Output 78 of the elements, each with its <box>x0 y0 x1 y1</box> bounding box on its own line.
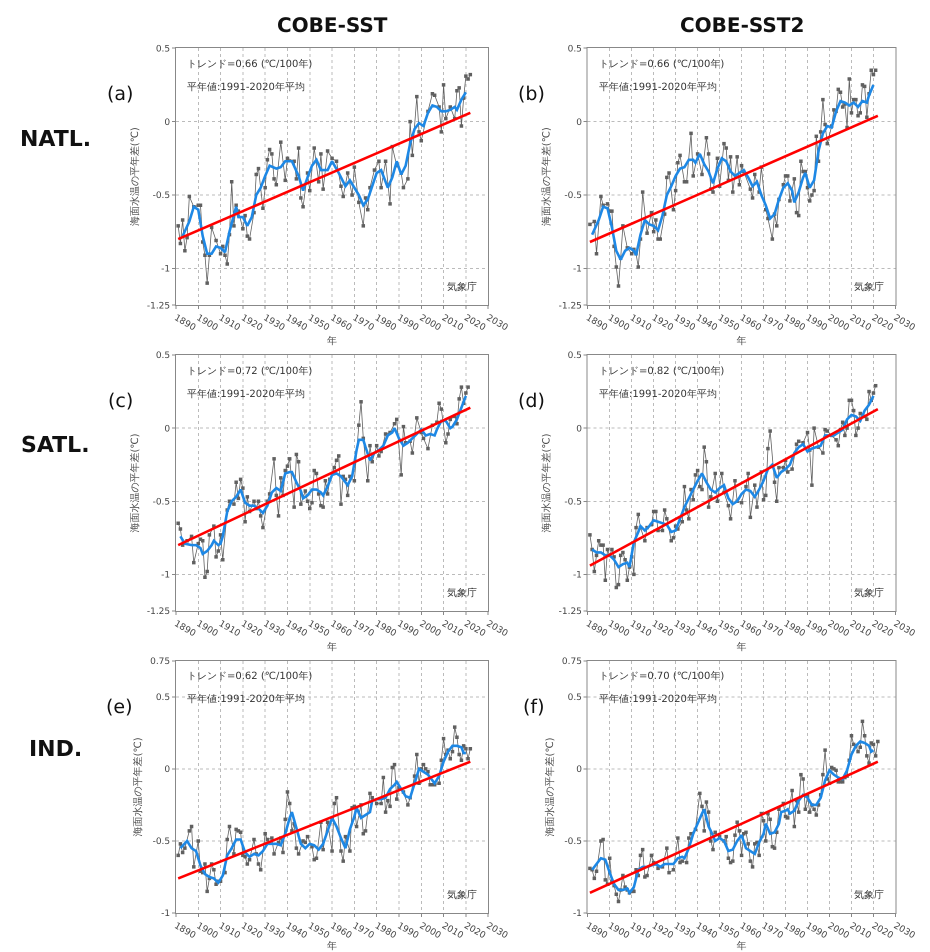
y-tick-label: -0.5 <box>152 497 170 508</box>
y-tick-label: -0.5 <box>564 191 582 202</box>
x-tick-label: 1910 <box>216 921 242 942</box>
y-tick-label: -0.5 <box>152 837 170 848</box>
annotation: 平年値:1991-2020年平均 <box>187 388 305 400</box>
annotation: 平年値:1991-2020年平均 <box>599 81 717 93</box>
x-axis-title: 年 <box>736 640 747 653</box>
x-axis-title: 年 <box>736 335 747 348</box>
x-axis-title: 年 <box>327 335 338 348</box>
annotation: 気象庁 <box>447 587 477 599</box>
x-axis-title: 年 <box>327 940 338 952</box>
y-tick-label: 0.5 <box>156 693 170 703</box>
y-tick-label: -0.5 <box>564 837 582 848</box>
text: IND. <box>29 737 82 762</box>
y-tick-label: 0 <box>164 118 170 128</box>
text: (c) <box>108 390 134 412</box>
text: (a) <box>107 83 134 105</box>
y-tick-label: 0 <box>164 765 170 776</box>
x-tick-label: 1990 <box>395 921 420 942</box>
annotation: 気象庁 <box>854 587 884 599</box>
y-tick-label: -0.5 <box>152 191 170 202</box>
y-axis-title: 海面水温の平年差(℃) <box>128 127 141 226</box>
y-tick-label: -1 <box>161 909 170 920</box>
x-axis-title: 年 <box>327 640 338 653</box>
x-tick-label: 1940 <box>284 921 309 942</box>
y-tick-label: 0.5 <box>156 44 170 54</box>
text: SATL. <box>21 433 90 458</box>
line-series <box>590 84 875 261</box>
annotation: トレンド=0.66 (℃/100年) <box>187 58 312 70</box>
y-tick-label: -1 <box>161 570 170 581</box>
y-axis-title: 海面水温の平年差(℃) <box>540 433 553 532</box>
y-tick-label: 0.5 <box>568 351 582 362</box>
annotation: 気象庁 <box>447 889 477 901</box>
y-axis-title: 海面水温の平年差(℃) <box>128 433 141 532</box>
annotation: 気象庁 <box>854 281 884 293</box>
y-tick-label: -1.25 <box>146 301 170 312</box>
y-tick-label: 0.5 <box>568 44 582 54</box>
x-tick-label: 1890 <box>172 921 198 942</box>
y-tick-label: 0 <box>576 765 582 776</box>
annotation: 平年値:1991-2020年平均 <box>599 693 717 705</box>
line-series <box>181 90 468 256</box>
chart-title: COBE-SST2 <box>680 13 804 37</box>
line-series <box>179 744 468 884</box>
y-tick-label: 0 <box>576 424 582 434</box>
y-tick-label: -1 <box>572 909 582 920</box>
y-tick-label: -1.25 <box>558 301 582 312</box>
text: (e) <box>106 696 133 718</box>
annotation: トレンド=0.66 (℃/100年) <box>599 58 724 70</box>
y-tick-label: 0.5 <box>156 351 170 362</box>
y-tick-label: -1 <box>572 264 582 275</box>
annotation: トレンド=0.62 (℃/100年) <box>187 670 312 682</box>
text: (b) <box>518 83 545 105</box>
annotation: 気象庁 <box>447 281 477 293</box>
text: (d) <box>518 390 545 412</box>
y-tick-label: 0 <box>164 424 170 434</box>
y-tick-label: -1 <box>161 264 170 275</box>
text: (f) <box>523 696 545 718</box>
annotation: 平年値:1991-2020年平均 <box>599 388 717 400</box>
annotation: 平年値:1991-2020年平均 <box>187 693 305 705</box>
x-axis-title: 年 <box>736 940 747 952</box>
chart-title: COBE-SST <box>277 13 388 37</box>
y-axis-title: 海面水温の平年差(℃) <box>132 737 144 836</box>
annotation: トレンド=0.70 (℃/100年) <box>599 670 724 682</box>
text: NATL. <box>20 127 92 152</box>
y-tick-label: -1.25 <box>146 607 170 618</box>
y-tick-label: 0.5 <box>568 693 582 703</box>
y-tick-label: 0.75 <box>150 656 170 667</box>
annotation: トレンド=0.82 (℃/100年) <box>599 365 724 377</box>
y-axis-title: 海面水温の平年差(℃) <box>540 127 553 226</box>
y-tick-label: -1.25 <box>558 607 582 618</box>
y-axis-title: 海面水温の平年差(℃) <box>544 737 556 836</box>
y-tick-label: 0 <box>576 118 582 128</box>
annotation: 気象庁 <box>854 889 884 901</box>
y-tick-label: 0.75 <box>562 656 582 667</box>
y-tick-label: -1 <box>572 570 582 581</box>
y-tick-label: -0.5 <box>564 497 582 508</box>
annotation: 平年値:1991-2020年平均 <box>187 81 305 93</box>
annotation: トレンド=0.72 (℃/100年) <box>187 365 312 377</box>
